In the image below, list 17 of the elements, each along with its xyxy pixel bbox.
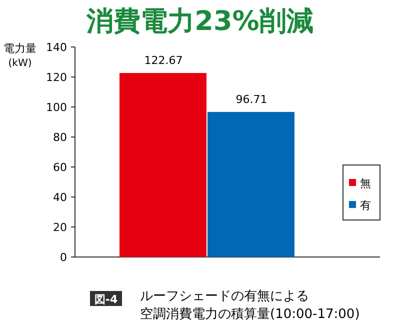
y-tick-label: 120 (46, 71, 67, 84)
chart-title: 消費電力23%削減 (86, 6, 314, 37)
y-tick-label: 20 (53, 221, 67, 234)
data-label: 122.67 (144, 54, 183, 67)
y-tick-label: 0 (60, 251, 67, 264)
text: 図-4 (94, 293, 118, 306)
data-label: 96.71 (236, 92, 268, 106)
text: ルーフシェードの有無による (140, 289, 309, 304)
y-tick-label: 140 (46, 41, 67, 54)
y-tick-label: 80 (53, 131, 67, 144)
text: 空調消費電力の積算量(10:00-17:00) (140, 307, 360, 322)
legend-label: 有 (360, 199, 371, 212)
y-tick-label: 100 (46, 101, 67, 114)
legend-label: 無 (360, 177, 371, 190)
y-tick-label: 60 (53, 161, 67, 174)
y-tick-label: 40 (53, 191, 67, 204)
y-axis-title: 電力量 (kW) (4, 42, 36, 69)
